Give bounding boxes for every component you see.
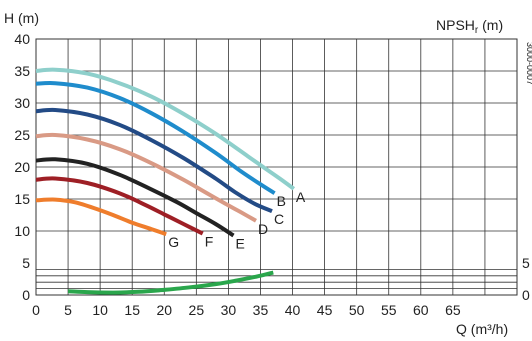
curve-g [35, 197, 167, 237]
y-tick-label: 5 [22, 255, 30, 271]
x-tick-label: 35 [253, 302, 269, 318]
figure-code-label: 3000-0007 [525, 42, 532, 85]
curve-label-f: F [205, 234, 214, 250]
curve-f [35, 176, 204, 236]
y-tick-label: 20 [14, 159, 30, 175]
x-tick-label: 55 [381, 302, 397, 318]
x-tick-label: 15 [124, 302, 140, 318]
curve-c [35, 107, 273, 214]
x-tick-label: 40 [285, 302, 301, 318]
x-tick-label: 60 [413, 302, 429, 318]
y2-tick-label: 5 [522, 255, 530, 271]
y-tick-label: 35 [14, 63, 30, 79]
curve-d [35, 132, 257, 223]
x-tick-label: 0 [32, 302, 40, 318]
y-tick-label: 25 [14, 127, 30, 143]
chart-labels: 0 5 10 15 20 25 30 35 40 45 50 55 60 6505101520253035… [14, 31, 530, 318]
y-tick-label: 0 [22, 287, 30, 303]
y-tick-label: 15 [14, 191, 30, 207]
curve-e [35, 157, 235, 238]
x-tick-label: 65 [445, 302, 461, 318]
chart-grid [35, 38, 518, 296]
curve-b [35, 80, 276, 195]
y-tick-label: 40 [14, 31, 30, 47]
head-curves [35, 67, 295, 238]
curve-label-g: G [168, 234, 179, 250]
x-tick-label: 20 [156, 302, 172, 318]
y2-axis-title-subscript: r [475, 25, 479, 36]
curve-label-d: D [258, 221, 268, 237]
y2-axis-title-unit: (m) [478, 17, 503, 33]
x-tick-label: 50 [349, 302, 365, 318]
curve-a [35, 67, 295, 191]
curve-label-b: B [277, 193, 286, 209]
x-tick-label: 30 [221, 302, 237, 318]
x-tick-label: 5 [64, 302, 72, 318]
y-tick-label: 10 [14, 223, 30, 239]
x-tick-label: 25 [189, 302, 205, 318]
curve-label-c: C [274, 211, 284, 227]
y-axis-title: H (m) [4, 10, 39, 26]
x-tick-label: 10 [92, 302, 108, 318]
x-axis-title: Q (m³/h) [456, 321, 508, 337]
y2-axis-title: NPSHr (m) [436, 17, 503, 36]
npsh-curve [68, 270, 274, 295]
curve-label-e: E [236, 235, 245, 251]
x-tick-label: 45 [317, 302, 333, 318]
y2-tick-label: 0 [522, 287, 530, 303]
y2-axis-title-main: NPSH [436, 17, 475, 33]
plot-frame [35, 38, 518, 296]
curve-label-a: A [296, 189, 306, 205]
npsh-curve-group [68, 270, 274, 295]
y-tick-label: 30 [14, 95, 30, 111]
